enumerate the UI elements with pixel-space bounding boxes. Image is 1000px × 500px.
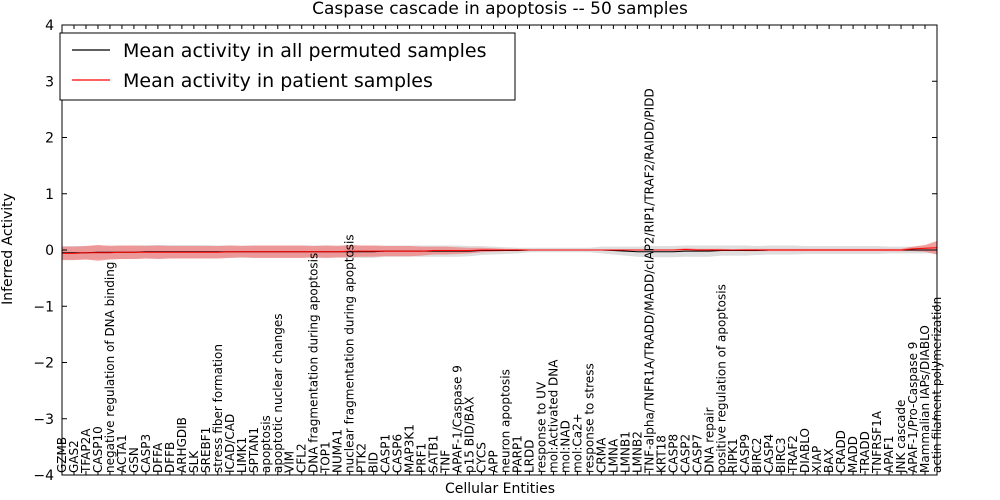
category-label: APP xyxy=(487,450,501,473)
category-label: TNF-alpha/TNFR1A/TRADD/MADD/cIAP2/RIP1/T… xyxy=(642,88,656,474)
category-label: negative regulation of DNA binding xyxy=(103,262,117,473)
category-label: DFFA xyxy=(151,442,165,473)
y-tick-label: 0 xyxy=(45,243,54,259)
category-label: GAS2 xyxy=(67,440,81,473)
category-label: CASP6 xyxy=(391,434,405,473)
category-label: response to UV xyxy=(534,381,548,473)
category-label: CYCS xyxy=(475,442,489,473)
category-label: CASP2 xyxy=(678,434,692,473)
category-label: LMNB1 xyxy=(618,431,632,473)
category-label: SREBF1 xyxy=(199,427,213,473)
category-label: SPTAN1 xyxy=(247,427,261,473)
category-label: CASP4 xyxy=(762,434,776,473)
category-label: PTK2 xyxy=(355,443,369,473)
category-label: BID xyxy=(367,452,381,473)
category-label: APAF-1/Pro-Caspase 9 xyxy=(906,342,920,473)
category-label: apoptosis xyxy=(259,415,273,473)
category-label: PRF1 xyxy=(415,443,429,473)
category-label: APAF-1/Caspase 9 xyxy=(451,365,465,473)
category-label: DNA fragmentation during apoptosis xyxy=(307,253,321,473)
category-label: TNF xyxy=(439,450,453,474)
category-label: mol:Ca2+ xyxy=(570,413,584,473)
category-label: LRDD xyxy=(522,439,536,473)
category-label: p15 BID/BAX xyxy=(463,397,477,473)
y-tick-label: −4 xyxy=(33,468,54,484)
line-series-2 xyxy=(62,247,938,254)
category-label: LMNB2 xyxy=(630,431,644,473)
series-lines xyxy=(62,247,938,254)
category-label: XIAP xyxy=(810,446,824,473)
y-tick-label: −3 xyxy=(33,412,54,428)
category-label: TFAP2A xyxy=(79,428,93,474)
y-tick-label: 4 xyxy=(45,18,54,34)
category-label: TRADD xyxy=(858,431,872,474)
category-label: LIMK1 xyxy=(235,437,249,473)
category-label: mol:Activated DNA xyxy=(546,359,560,473)
category-label: CASP10 xyxy=(91,426,105,473)
category-label: ICAD/CAD xyxy=(223,414,237,473)
category-label: CASP3 xyxy=(139,434,153,473)
category-label: Mammalian IAPs/DIABLO xyxy=(918,325,932,473)
category-label: mol:NAD xyxy=(558,420,572,473)
category-label: positive regulation of apoptosis xyxy=(714,284,728,473)
category-label: DIABLO xyxy=(798,428,812,473)
category-label: BAX xyxy=(822,448,836,473)
y-tick-label: 1 xyxy=(45,187,54,203)
category-label: SATB1 xyxy=(427,435,441,473)
category-label: nuclear fragmentation during apoptosis xyxy=(343,234,357,473)
y-axis-ticks: −4 −3 −2 −1 0 1 2 3 4 xyxy=(33,18,937,484)
category-label: neuron apoptosis xyxy=(498,369,512,473)
x-axis-label: Cellular Entities xyxy=(445,481,555,497)
category-label: CASP7 xyxy=(690,434,704,473)
category-label: GSN xyxy=(127,447,141,473)
category-label: TOP1 xyxy=(319,441,333,474)
category-label: DFFB xyxy=(163,442,177,473)
category-label: LMNA xyxy=(606,438,620,473)
category-label: CFL2 xyxy=(295,443,309,473)
y-tick-label: 2 xyxy=(45,131,54,147)
category-label: JNK cascade xyxy=(894,400,908,474)
category-label: PARP1 xyxy=(510,435,524,473)
category-label: stress fiber formation xyxy=(211,344,225,473)
plot-frame xyxy=(61,24,938,476)
legend-label: Mean activity in patient samples xyxy=(123,70,433,92)
y-tick-label: 3 xyxy=(45,74,54,90)
y-axis-label: Inferred Activity xyxy=(0,193,16,305)
category-label: KRT18 xyxy=(654,435,668,473)
legend-box xyxy=(59,32,516,101)
category-label: NUMA1 xyxy=(331,429,345,473)
category-label: APAF1 xyxy=(882,436,896,473)
category-label: CRADD xyxy=(834,430,848,473)
y-tick-label: −1 xyxy=(33,299,54,315)
category-label: ARHGDIB xyxy=(175,417,189,473)
category-label: ACTA1 xyxy=(115,434,129,473)
category-label: TRAF2 xyxy=(786,435,800,474)
category-label: CRMA xyxy=(594,437,608,473)
category-label: RIPK1 xyxy=(726,438,740,473)
category-label: apoptotic nuclear changes xyxy=(271,314,285,473)
category-label: response to stress xyxy=(582,363,596,473)
category-label: CASP1 xyxy=(379,434,393,473)
y-tick-label: −2 xyxy=(33,356,54,372)
legend: Mean activity in all permuted samples Mea… xyxy=(59,32,516,101)
category-label: SLK xyxy=(187,450,201,473)
category-label: CASP9 xyxy=(738,434,752,473)
category-label: BIRC2 xyxy=(750,437,764,473)
category-label: CASP8 xyxy=(666,434,680,473)
legend-label: Mean activity in all permuted samples xyxy=(123,40,486,62)
category-label: MADD xyxy=(846,436,860,473)
category-label: VIM xyxy=(283,451,297,473)
chart-title: Caspase cascade in apoptosis -- 50 sampl… xyxy=(312,0,688,19)
category-label: TNFRSF1A xyxy=(870,410,884,474)
category-label: BIRC3 xyxy=(774,437,788,473)
category-label: MAP3K1 xyxy=(403,424,417,473)
legend-items: Mean activity in all permuted samples Mea… xyxy=(72,40,486,92)
category-label: DNA repair xyxy=(702,407,716,473)
